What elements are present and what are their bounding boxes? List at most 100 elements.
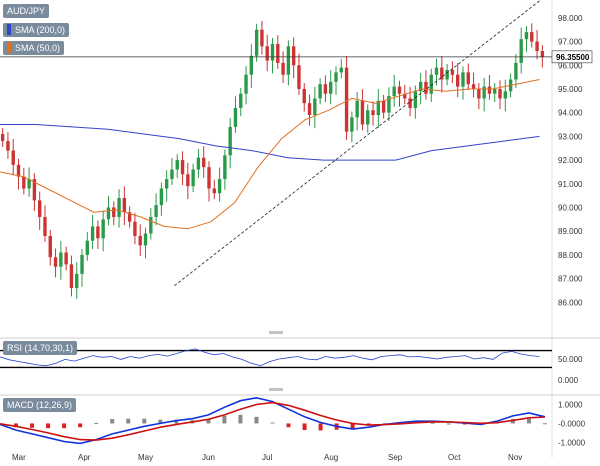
macd-histogram-bar xyxy=(158,419,163,424)
month-label-oct: Oct xyxy=(448,453,461,462)
candle-body xyxy=(43,216,47,236)
candle-body xyxy=(371,110,375,116)
price-tick-label: 88.000 xyxy=(558,251,583,260)
month-label-sep: Sep xyxy=(388,453,403,462)
sma200-swatch xyxy=(7,24,11,35)
candle-body xyxy=(133,221,137,236)
candle-body xyxy=(154,205,158,217)
candle-body xyxy=(434,67,439,75)
macd-histogram-bar xyxy=(543,423,547,425)
candle-body xyxy=(429,74,433,94)
month-label-jun: Jun xyxy=(202,453,215,462)
candle-body xyxy=(37,200,42,217)
candle-body xyxy=(297,65,301,89)
candle-body xyxy=(540,51,545,57)
macd-histogram-bar xyxy=(238,414,243,424)
candle-body xyxy=(159,188,164,206)
candle-body xyxy=(11,150,15,165)
candle-body xyxy=(228,126,232,156)
rsi-label: RSI (14,70,30,1) xyxy=(7,343,74,353)
macd-histogram-bar xyxy=(222,415,227,424)
macd-histogram-bar xyxy=(30,423,35,428)
candle-body xyxy=(519,39,523,63)
macd-histogram-bar xyxy=(46,423,51,429)
candle-body xyxy=(6,141,10,151)
candle-body xyxy=(149,216,153,234)
candle-body xyxy=(413,91,418,108)
rsi-tick-label: 0.000 xyxy=(558,376,579,385)
price-tick-label: 92.000 xyxy=(558,156,583,165)
candle-body xyxy=(69,264,74,289)
trendline xyxy=(174,0,542,287)
candle-body xyxy=(117,198,121,217)
sma50-line xyxy=(0,79,540,230)
rsi-line xyxy=(0,348,540,367)
price-tick-label: 96.000 xyxy=(558,61,583,70)
candle-body xyxy=(122,198,127,213)
macd-histogram-bar xyxy=(350,423,355,430)
macd-histogram-bar xyxy=(206,419,211,424)
candle-body xyxy=(392,86,396,97)
macd-histogram-bar xyxy=(254,416,259,424)
candle-body xyxy=(53,257,58,267)
candle-body xyxy=(75,273,79,289)
candle-body xyxy=(0,134,5,142)
candle-body xyxy=(180,160,185,175)
macd-histogram-bar xyxy=(94,422,99,424)
candle-body xyxy=(27,179,31,189)
macd-histogram-bar xyxy=(302,423,307,431)
candle-body xyxy=(212,188,216,194)
candle-body xyxy=(307,103,312,116)
candle-body xyxy=(344,67,349,132)
candle-body xyxy=(276,43,280,63)
candle-body xyxy=(524,32,529,40)
candle-body xyxy=(143,233,148,246)
candle-body xyxy=(170,169,174,180)
candle-body xyxy=(175,160,179,170)
candle-body xyxy=(164,179,169,189)
candle-body xyxy=(233,107,238,127)
symbol-tag[interactable]: AUD/JPY xyxy=(3,4,50,18)
candle-body xyxy=(408,98,412,108)
candle-body xyxy=(265,46,269,61)
sma50-legend[interactable]: SMA (50,0) xyxy=(3,41,65,55)
candle-body xyxy=(244,74,248,94)
macd-line xyxy=(0,396,546,445)
candle-body xyxy=(339,67,343,73)
sma200-legend[interactable]: SMA (200,0) xyxy=(3,23,70,37)
macd-histogram-bar xyxy=(110,419,115,424)
candle-body xyxy=(471,84,476,89)
rsi-legend[interactable]: RSI (14,70,30,1) xyxy=(3,341,78,355)
candle-body xyxy=(329,81,333,94)
pane-resize-handle-rsi[interactable] xyxy=(269,331,283,334)
candle-body xyxy=(313,98,317,116)
candle-body xyxy=(360,100,365,125)
candle-body xyxy=(397,86,402,94)
candle-body xyxy=(96,226,100,239)
candle-body xyxy=(64,252,68,265)
macd-histogram-bar xyxy=(462,423,467,425)
macd-histogram-bar xyxy=(270,422,275,424)
candle-body xyxy=(80,254,84,274)
price-tick-label: 94.000 xyxy=(558,109,583,118)
price-tick-label: 95.000 xyxy=(558,85,583,94)
macd-tick-label: 1.0000 xyxy=(558,400,583,409)
candle-body xyxy=(270,43,275,61)
candle-body xyxy=(366,110,370,125)
macd-signal-line xyxy=(0,401,546,441)
candle-body xyxy=(456,74,460,87)
candle-body xyxy=(281,62,285,75)
candle-body xyxy=(22,176,26,189)
macd-legend[interactable]: MACD (12,26,9) xyxy=(3,398,77,412)
candle-body xyxy=(514,62,518,80)
sma50-swatch xyxy=(7,42,11,53)
pane-resize-handle-macd[interactable] xyxy=(269,388,283,391)
candle-body xyxy=(217,179,222,194)
candle-body xyxy=(106,207,111,220)
macd-histogram-bar xyxy=(14,423,19,428)
month-label-may: May xyxy=(138,453,153,462)
candle-body xyxy=(355,100,359,118)
candle-body xyxy=(403,93,407,99)
month-label-jul: Jul xyxy=(262,453,272,462)
